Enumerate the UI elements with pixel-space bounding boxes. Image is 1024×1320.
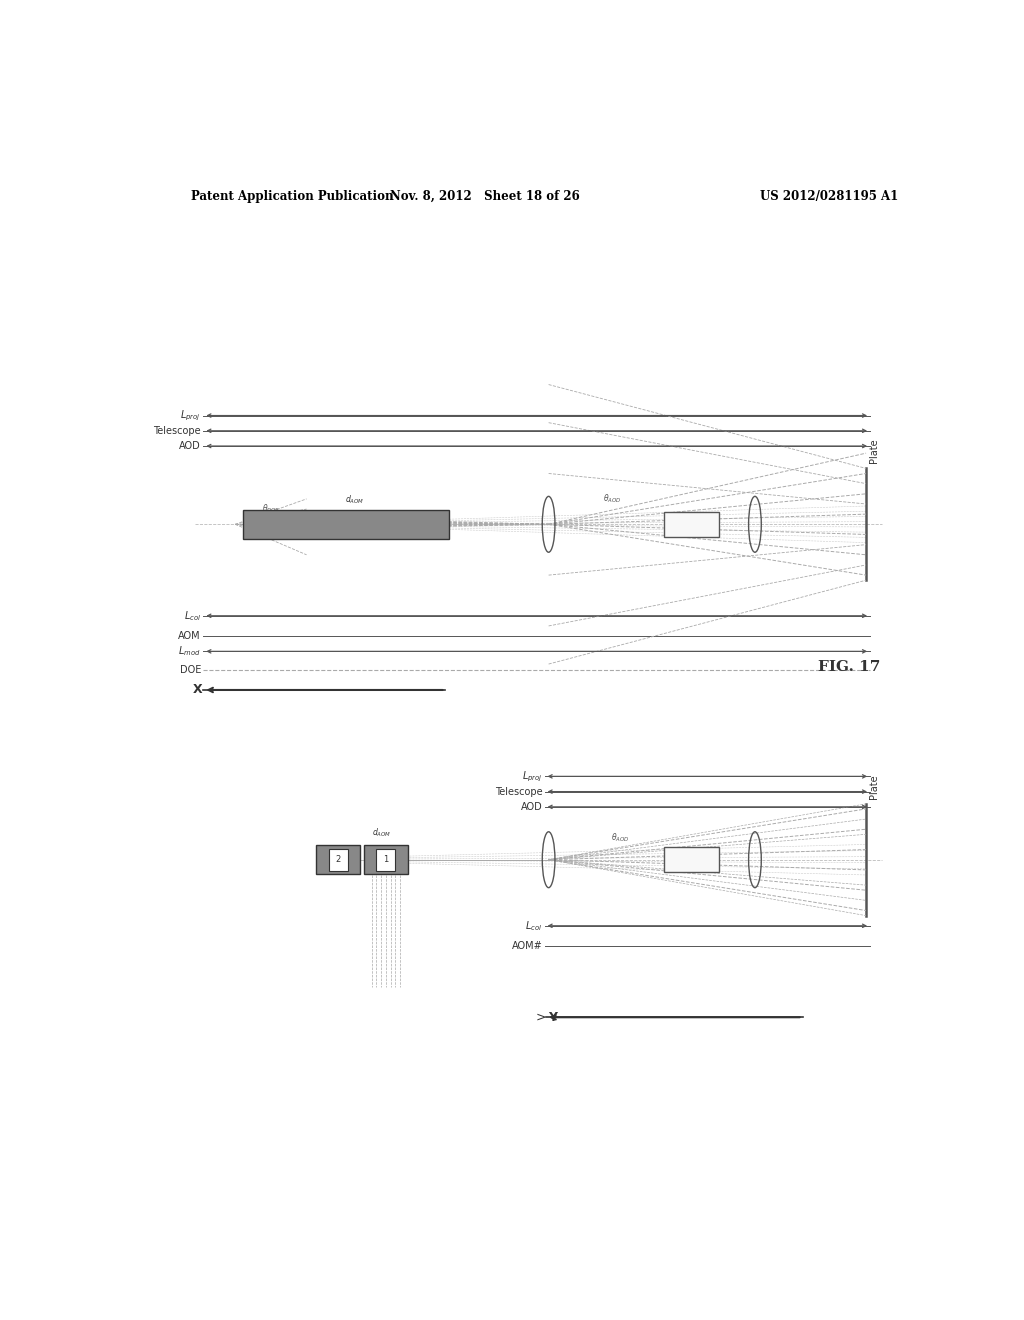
Bar: [365, 846, 408, 874]
Text: AOM#: AOM#: [512, 941, 543, 952]
Text: $L_{proj}$: $L_{proj}$: [180, 408, 201, 422]
Text: $d_{AOM}$: $d_{AOM}$: [345, 494, 364, 506]
Bar: [243, 510, 450, 539]
Text: $\theta_{DOE}$: $\theta_{DOE}$: [262, 503, 280, 515]
Bar: [329, 849, 348, 871]
Text: X: X: [194, 684, 203, 697]
Text: $L_{col}$: $L_{col}$: [183, 609, 201, 623]
Text: Nov. 8, 2012   Sheet 18 of 26: Nov. 8, 2012 Sheet 18 of 26: [390, 190, 580, 202]
Text: Patent Application Publication: Patent Application Publication: [191, 190, 394, 202]
Text: Plate: Plate: [869, 774, 879, 799]
Text: $L_{proj}$: $L_{proj}$: [521, 770, 543, 784]
Text: $d_{AOM}$: $d_{AOM}$: [373, 826, 391, 840]
Text: Plate: Plate: [869, 438, 879, 463]
Text: $\theta_{AOD}$: $\theta_{AOD}$: [603, 492, 622, 506]
Text: AOM: AOM: [178, 631, 201, 642]
Text: $\theta_{AOD}$: $\theta_{AOD}$: [611, 832, 629, 843]
Bar: [664, 512, 719, 537]
Text: AOD: AOD: [179, 441, 201, 451]
Text: 2: 2: [336, 855, 341, 865]
Bar: [664, 847, 719, 873]
Text: $L_{mod}$: $L_{mod}$: [178, 644, 201, 659]
Text: Y: Y: [548, 1011, 557, 1024]
Text: FIG. 17: FIG. 17: [818, 660, 881, 673]
Text: DOE: DOE: [179, 665, 201, 675]
Bar: [316, 846, 360, 874]
Text: $L_{col}$: $L_{col}$: [525, 919, 543, 933]
Text: AOD: AOD: [520, 801, 543, 812]
Text: Telescope: Telescope: [154, 426, 201, 436]
Text: Telescope: Telescope: [495, 787, 543, 796]
Bar: [377, 849, 395, 871]
Text: 1: 1: [383, 855, 388, 865]
Text: >: >: [536, 1011, 546, 1024]
Text: US 2012/0281195 A1: US 2012/0281195 A1: [760, 190, 898, 202]
